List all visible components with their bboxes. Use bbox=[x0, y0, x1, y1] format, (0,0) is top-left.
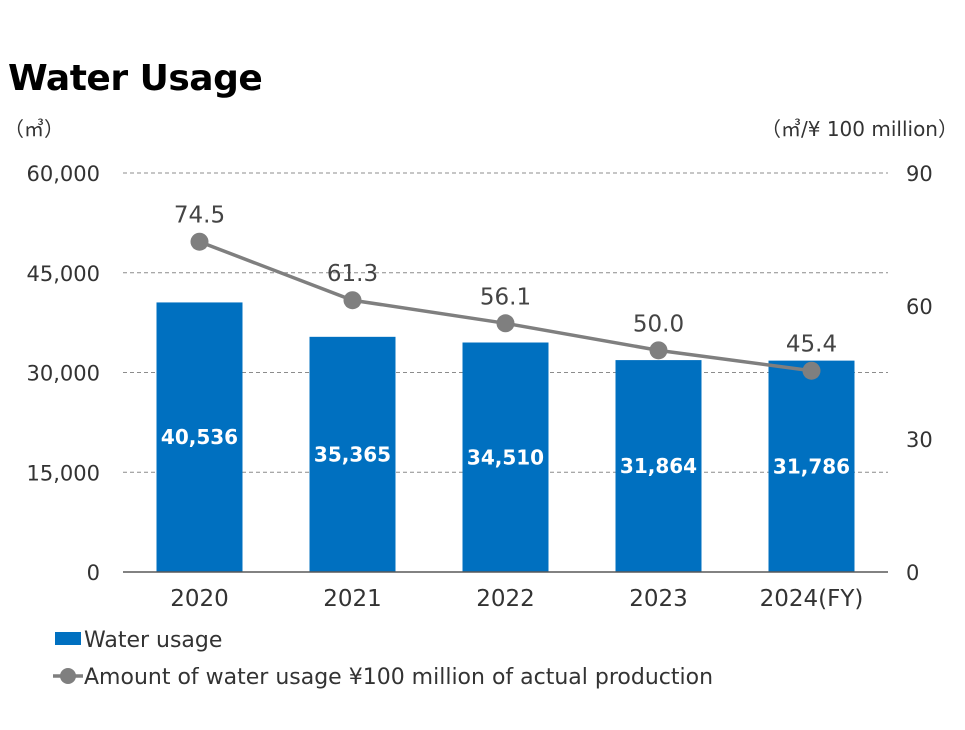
y-right-tick-label: 60 bbox=[906, 295, 933, 319]
y-right-tick-label: 90 bbox=[906, 162, 933, 186]
line-point bbox=[802, 361, 821, 380]
y-right-tick-label: 30 bbox=[906, 428, 933, 452]
bar-value-label: 35,365 bbox=[314, 442, 391, 466]
bar-water-usage bbox=[768, 360, 855, 572]
bar-water-usage bbox=[462, 342, 549, 572]
bar-value-label: 34,510 bbox=[467, 445, 544, 469]
bar-water-usage bbox=[309, 336, 396, 572]
y-left-tick-label: 15,000 bbox=[27, 461, 100, 485]
line-point bbox=[190, 232, 209, 251]
legend-marker-icon bbox=[60, 668, 76, 684]
line-value-label: 45.4 bbox=[786, 332, 837, 358]
x-tick-label: 2020 bbox=[170, 586, 229, 612]
x-tick-label: 2021 bbox=[323, 586, 382, 612]
bar-value-label: 31,786 bbox=[773, 454, 850, 478]
x-tick-label: 2024(FY) bbox=[760, 586, 864, 612]
y-left-tick-label: 30,000 bbox=[27, 362, 100, 386]
line-value-label: 74.5 bbox=[174, 203, 225, 229]
bar-water-usage bbox=[615, 360, 702, 572]
line-point bbox=[649, 341, 668, 360]
line-value-label: 56.1 bbox=[480, 284, 531, 310]
y-left-unit: （㎥） bbox=[4, 117, 64, 141]
bar-value-label: 31,864 bbox=[620, 454, 697, 478]
y-left-tick-label: 60,000 bbox=[27, 162, 100, 186]
legend-label-water-usage: Water usage bbox=[84, 628, 222, 653]
y-right-unit: （㎥/¥ 100 million） bbox=[761, 117, 958, 141]
bar-water-usage bbox=[156, 302, 243, 572]
legend-swatch-water-usage bbox=[55, 632, 81, 645]
y-right-tick-label: 0 bbox=[906, 561, 919, 585]
line-value-label: 50.0 bbox=[633, 311, 684, 337]
page-title: Water Usage bbox=[8, 58, 263, 99]
y-left-tick-label: 0 bbox=[87, 561, 100, 585]
line-point bbox=[343, 291, 362, 310]
line-point bbox=[496, 314, 515, 333]
x-tick-label: 2023 bbox=[629, 586, 688, 612]
bar-value-label: 40,536 bbox=[161, 425, 238, 449]
line-value-label: 61.3 bbox=[327, 261, 378, 287]
legend-label-intensity: Amount of water usage ¥100 million of ac… bbox=[84, 665, 713, 690]
x-tick-label: 2022 bbox=[476, 586, 535, 612]
y-left-tick-label: 45,000 bbox=[27, 262, 100, 286]
